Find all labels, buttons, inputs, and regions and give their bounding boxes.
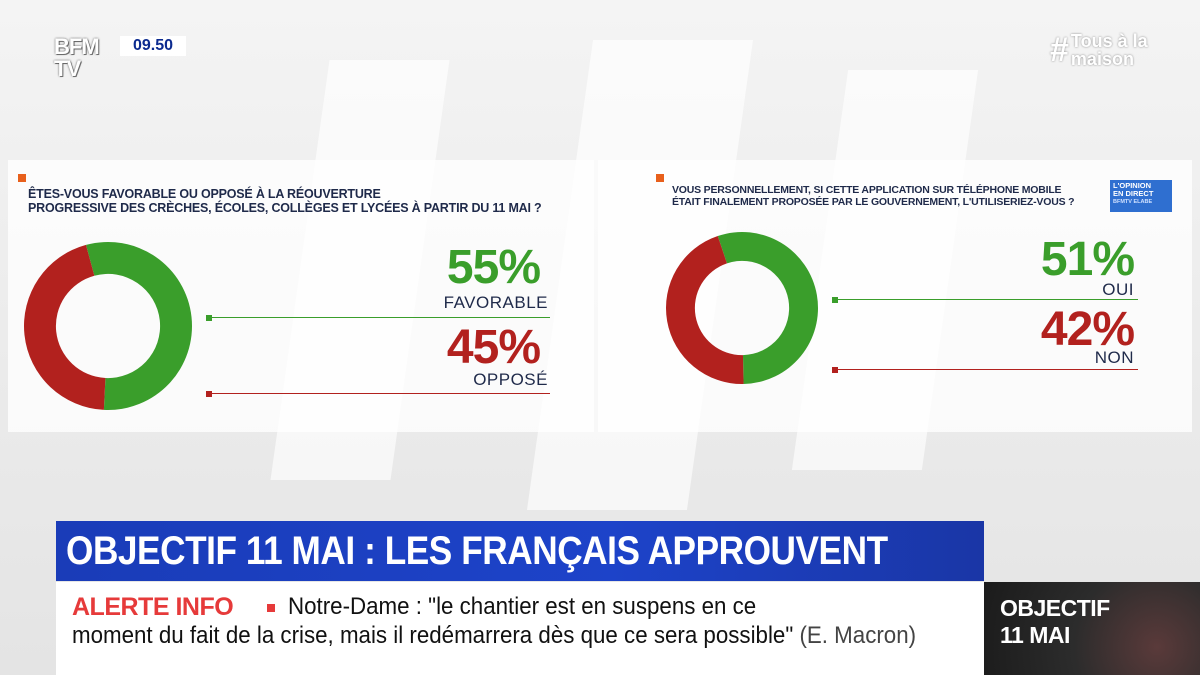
side-box xyxy=(984,582,1200,675)
divider-rule xyxy=(838,299,1138,300)
slice-value-favorable: 55% xyxy=(446,241,541,294)
ticker-text-line2: moment du fait de la crise, mais il redé… xyxy=(72,622,916,650)
alert-label: ALERTE INFO xyxy=(72,593,234,621)
hashtag-logo: # Tous à la maison xyxy=(1050,32,1160,68)
clock: 09.50 xyxy=(120,36,186,56)
slice-value-oppose: 45% xyxy=(446,321,541,374)
badge-line1: L'OPINION xyxy=(1113,181,1152,190)
divider-rule xyxy=(212,393,550,394)
poll-panel-right: VOUS PERSONNELLEMENT, SI CETTE APPLICATI… xyxy=(598,160,1192,432)
poll-question-line1: VOUS PERSONNELLEMENT, SI CETTE APPLICATI… xyxy=(672,184,1062,196)
ticker-source: (E. Macron) xyxy=(799,622,917,649)
side-title: OBJECTIF 11 MAI xyxy=(1000,595,1130,649)
side-title-line1: OBJECTIF xyxy=(1000,595,1110,621)
divider-rule xyxy=(838,369,1138,370)
logo-text-line1: BFM xyxy=(54,34,100,59)
rule-marker xyxy=(206,391,212,397)
poll-question: ÊTES-VOUS FAVORABLE OU OPPOSÉ À LA RÉOUV… xyxy=(28,187,598,215)
poll-question-line1: ÊTES-VOUS FAVORABLE OU OPPOSÉ À LA RÉOUV… xyxy=(28,187,381,201)
divider-rule xyxy=(212,317,550,318)
panel-marker xyxy=(656,174,664,182)
slice-label-favorable: FAVORABLE xyxy=(443,293,548,312)
rule-marker xyxy=(832,297,838,303)
donut-slice-oui xyxy=(717,232,818,384)
panel-marker xyxy=(18,174,26,182)
badge-line2: EN DIRECT xyxy=(1113,189,1154,198)
donut-slice-opposé xyxy=(23,244,106,410)
poll-question-line2: ÉTAIT FINALEMENT PROPOSÉE PAR LE GOUVERN… xyxy=(672,196,1075,208)
ticker-quote: moment du fait de la crise, mais il redé… xyxy=(72,622,794,649)
donut-slice-non xyxy=(665,235,744,384)
donut-chart xyxy=(665,232,818,384)
side-title-line2: 11 MAI xyxy=(1000,622,1070,648)
slice-label-non: NON xyxy=(1094,348,1134,367)
slice-value-non: 42% xyxy=(1040,303,1135,356)
opinion-badge: L'OPINION EN DIRECT BFMTV ELABE xyxy=(1110,180,1172,212)
logo-text-line2: TV xyxy=(54,56,81,81)
slice-value-oui: 51% xyxy=(1040,233,1135,286)
hashtag-symbol: # xyxy=(1050,31,1069,69)
headline-bar xyxy=(56,521,984,581)
alert-marker xyxy=(267,604,275,612)
donut-slice-favorable xyxy=(86,242,192,410)
hashtag-line2: maison xyxy=(1070,49,1134,69)
slice-label-oppose: OPPOSÉ xyxy=(473,370,548,389)
ticker-text-line1: Notre-Dame : "le chantier est en suspens… xyxy=(288,593,757,620)
rule-marker xyxy=(832,367,838,373)
hashtag-line1: Tous à la xyxy=(1070,31,1148,51)
slice-label-oui: OUI xyxy=(1102,280,1134,299)
ticker-bar xyxy=(56,582,984,675)
donut-chart xyxy=(23,242,192,410)
channel-logo: BFM TV xyxy=(54,36,112,86)
poll-question: VOUS PERSONNELLEMENT, SI CETTE APPLICATI… xyxy=(672,184,1102,208)
rule-marker xyxy=(206,315,212,321)
poll-question-line2: PROGRESSIVE DES CRÈCHES, ÉCOLES, COLLÈGE… xyxy=(28,201,542,215)
headline: OBJECTIF 11 MAI : LES FRANÇAIS APPROUVEN… xyxy=(66,529,888,573)
badge-line3: BFMTV ELABE xyxy=(1113,199,1153,205)
poll-panel-left: ÊTES-VOUS FAVORABLE OU OPPOSÉ À LA RÉOUV… xyxy=(8,160,594,432)
